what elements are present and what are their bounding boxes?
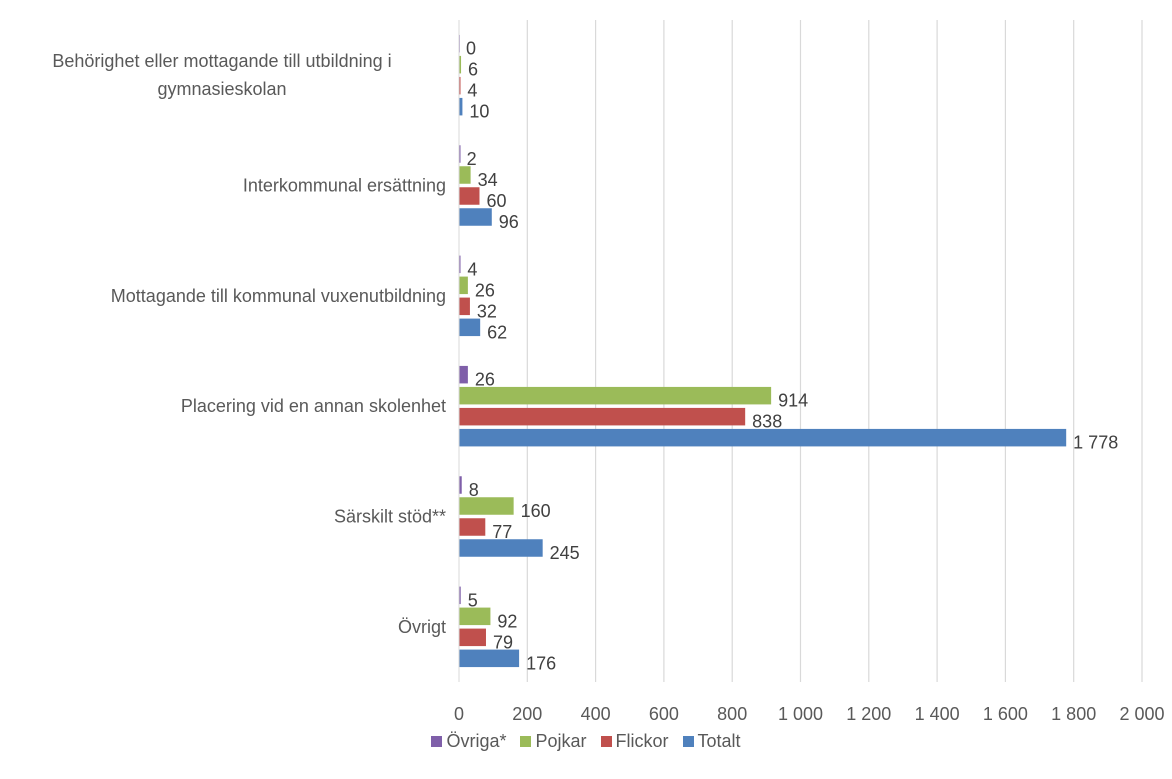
legend-item: Övriga*	[431, 731, 506, 752]
x-tick-label: 2 000	[1119, 704, 1164, 724]
data-label: 2	[467, 149, 477, 169]
x-axis-tick-labels: 0 200 400 600 800 1 000 1 200 1 400 1 600 1 800 2 …	[454, 704, 1165, 724]
data-label: 914	[778, 391, 808, 411]
x-tick-label: 200	[512, 704, 542, 724]
data-label: 4	[467, 81, 477, 101]
bar-pojkar	[459, 386, 772, 405]
x-tick-label: 1 800	[1051, 704, 1096, 724]
data-label: 5	[468, 590, 478, 610]
bar-flickor	[459, 628, 486, 647]
bar-flickor	[459, 297, 470, 316]
category-label: Behörighet eller mottagande till utbildn…	[52, 51, 391, 99]
bar-totalt	[459, 97, 463, 116]
bar-pojkar	[459, 55, 462, 74]
legend-item: Totalt	[682, 730, 741, 752]
bars	[459, 34, 1067, 668]
data-label: 4	[467, 259, 477, 279]
data-label: 1 778	[1073, 433, 1118, 453]
x-tick-label: 800	[717, 704, 747, 724]
category-label: Särskilt stöd**	[334, 507, 446, 527]
legend-swatch	[431, 735, 443, 747]
legend-swatch	[682, 735, 694, 747]
legend-swatch	[520, 735, 532, 747]
x-tick-label: 400	[581, 704, 611, 724]
data-label: 92	[497, 611, 517, 631]
legend: Övriga* Pojkar Flickor Totalt	[0, 726, 1172, 756]
x-tick-label: 1 600	[983, 704, 1028, 724]
legend-label: Pojkar	[535, 730, 587, 751]
legend-item: Pojkar	[520, 730, 587, 752]
data-label: 32	[477, 301, 497, 321]
bar-vriga	[459, 365, 468, 384]
data-label: 60	[486, 191, 506, 211]
bar-totalt	[459, 208, 492, 226]
x-tick-label: 1 400	[915, 704, 960, 724]
data-label: 77	[492, 522, 512, 542]
bar-flickor	[459, 187, 480, 205]
legend-label: Flickor	[615, 730, 669, 751]
bar-flickor	[459, 407, 746, 426]
data-label: 8	[469, 480, 479, 500]
data-label: 26	[475, 370, 495, 390]
data-label: 96	[499, 212, 519, 232]
legend-label: Övriga*	[446, 730, 507, 751]
x-tick-label: 600	[649, 704, 679, 724]
legend-item: Flickor	[600, 730, 669, 752]
legend-label: Totalt	[697, 730, 741, 751]
category-label: Interkommunal ersättning	[243, 176, 446, 196]
bar-vriga	[459, 476, 462, 494]
data-label: 6	[468, 60, 478, 80]
data-label: 176	[526, 653, 556, 673]
category-label: Övrigt	[398, 617, 446, 637]
bar-vriga	[459, 145, 461, 163]
data-label: 245	[550, 543, 580, 563]
data-label: 62	[487, 322, 507, 342]
data-labels: 024268563426914160924603283877791096621 …	[466, 39, 1118, 674]
bar-totalt	[459, 649, 520, 668]
data-label: 0	[466, 39, 476, 59]
gridlines	[526, 20, 1143, 682]
bar-totalt	[459, 318, 481, 337]
bar-flickor	[459, 76, 461, 95]
x-tick-label: 1 000	[778, 704, 823, 724]
bar-totalt	[459, 428, 1067, 447]
data-label: 10	[469, 102, 489, 122]
x-tick-label: 0	[454, 704, 464, 724]
bar-pojkar	[459, 276, 468, 295]
bar-totalt	[459, 539, 543, 557]
bar-vriga	[459, 586, 461, 605]
data-label: 34	[478, 170, 498, 190]
legend-swatch	[600, 735, 612, 747]
bar-pojkar	[459, 497, 514, 515]
category-label: Placering vid en annan skolenhet	[181, 396, 446, 416]
bar-vriga	[459, 255, 461, 274]
category-label: Mottagande till kommunal vuxenutbildning	[111, 286, 446, 306]
bar-pojkar	[459, 166, 471, 184]
data-label: 160	[521, 501, 551, 521]
data-label: 26	[475, 280, 495, 300]
category-labels: Behörighet eller mottagande till utbildn…	[52, 51, 446, 637]
x-tick-label: 1 200	[846, 704, 891, 724]
data-label: 838	[752, 412, 782, 432]
data-label: 79	[493, 632, 513, 652]
bar-pojkar	[459, 607, 491, 626]
bar-flickor	[459, 518, 486, 536]
